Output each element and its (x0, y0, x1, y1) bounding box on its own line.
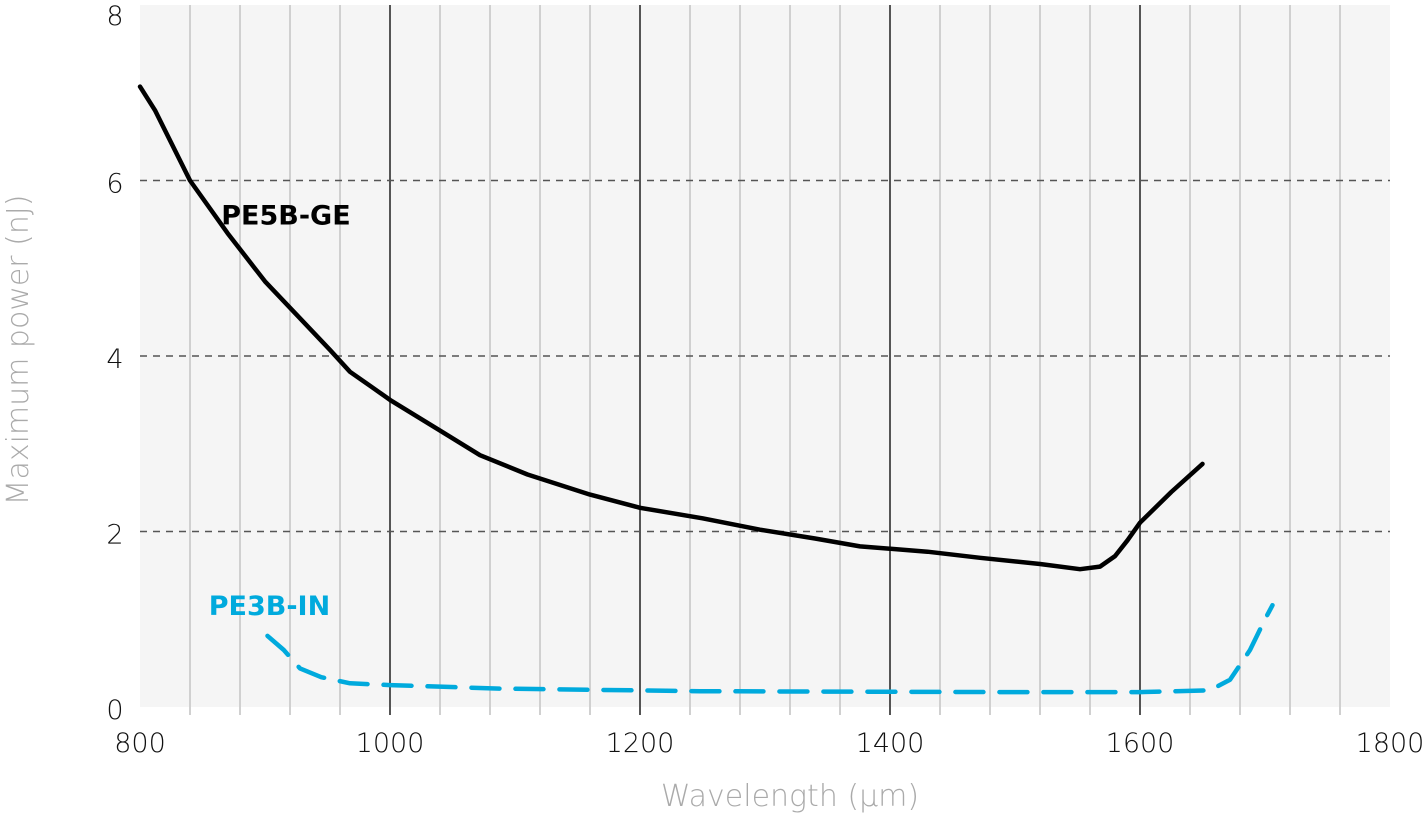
x-axis-label: Wavelength (µm) (661, 779, 919, 814)
series-line-pe5b-ge (137, 84, 1205, 572)
x-tick-label: 1600 (1106, 728, 1175, 759)
x-tick-label: 1200 (606, 728, 675, 759)
series-lines (137, 84, 1275, 695)
tick-labels: 800 1000 1200 1400 1600 1800 0 2 4 6 8 (106, 1, 1424, 759)
series-line-pe3b-in (265, 602, 1275, 695)
annotations: PE5B-GE PE3B-IN (209, 200, 351, 621)
x-tick-label: 1800 (1356, 728, 1425, 759)
series-label-pe5b-ge: PE5B-GE (221, 200, 350, 231)
x-tick-label: 1400 (856, 728, 925, 759)
y-tick-label: 4 (106, 344, 123, 375)
y-tick-label: 8 (106, 1, 123, 32)
grid (140, 5, 1390, 715)
y-tick-label: 6 (106, 169, 123, 200)
y-tick-label: 2 (106, 520, 123, 551)
x-tick-label: 1000 (356, 728, 425, 759)
x-tick-label: 800 (114, 728, 166, 759)
y-tick-label: 0 (106, 695, 123, 726)
y-axis-label: Maximum power (nJ) (1, 195, 36, 506)
series-label-pe3b-in: PE3B-IN (209, 591, 330, 622)
